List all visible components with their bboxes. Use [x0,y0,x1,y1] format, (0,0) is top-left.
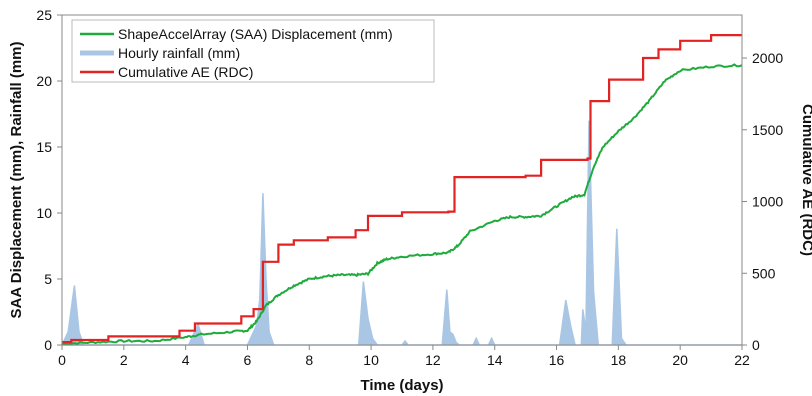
axes: 0 2 4 6 8 10 12 14 16 18 20 22051015202505001000150… [36,7,783,368]
legend-entry: ShapeAccelArray (SAA) Displacement (mm) [118,26,393,42]
cumulative-ae-line [62,34,742,344]
x-tick-label: 8 [305,352,313,368]
y-tick-label: 5 [44,271,52,287]
y2-axis-title: Cumulative AE (RDC) [799,104,812,256]
saa-displacement-line [61,63,743,346]
x-tick-label: 10 [363,352,379,368]
x-tick-label: 22 [734,352,750,368]
y-tick-label: 20 [36,73,52,89]
x-tick-label: 4 [182,352,190,368]
legend-entry: Hourly rainfall (mm) [118,45,240,61]
legend: ShapeAccelArray (SAA) Displacement (mm) H… [71,19,435,83]
x-axis-title: Time (days) [360,377,443,394]
y2-tick-label: 1000 [752,194,783,210]
x-tick-label: 20 [672,352,688,368]
x-tick-label: 12 [425,352,441,368]
y2-tick-label: 0 [752,337,760,353]
y-tick-label: 0 [44,337,52,353]
x-tick-label: 0 [58,352,66,368]
y-tick-label: 10 [36,205,52,221]
x-tick-label: 16 [549,352,565,368]
y-tick-label: 25 [36,7,52,23]
x-tick-label: 6 [244,352,252,368]
y2-tick-label: 500 [752,265,776,281]
legend-box [71,19,435,83]
plot-frame [61,14,743,346]
legend-entry: Cumulative AE (RDC) [118,64,253,80]
x-tick-label: 18 [611,352,627,368]
y-axis-title: SAA Displacement (mm), Rainfall (mm) [8,42,25,319]
x-tick-label: 14 [487,352,503,368]
x-tick-label: 2 [120,352,128,368]
rainfall-area [60,120,742,346]
y2-tick-label: 2000 [752,50,783,66]
plot-area [60,34,743,346]
y2-tick-label: 1500 [752,122,783,138]
y-tick-label: 15 [36,139,52,155]
